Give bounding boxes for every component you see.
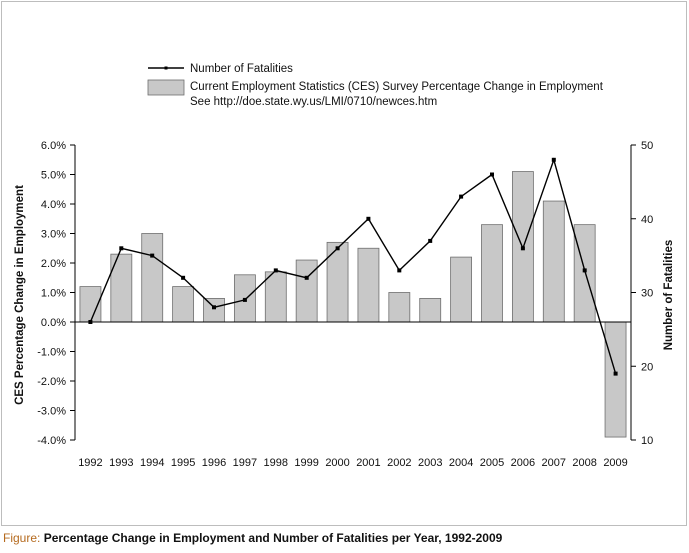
caption-text: Percentage Change in Employment and Numb… <box>43 531 503 545</box>
bar-1999 <box>295 259 318 323</box>
legend: Number of Fatalities Current Employment … <box>147 63 604 108</box>
bar-1994 <box>141 233 164 323</box>
bar-2001 <box>357 247 380 323</box>
y-tick-label: 5.0% <box>41 170 66 182</box>
y-tick-label: -4.0% <box>37 435 66 447</box>
y-tick-label: 3.0% <box>41 229 66 241</box>
x-tick-label: 2001 <box>356 457 380 469</box>
y-tick-label: -2.0% <box>37 376 66 388</box>
y-tick-label: -3.0% <box>37 406 66 418</box>
fatality-point-1997 <box>242 297 247 302</box>
bar-2003 <box>419 297 442 323</box>
bar-2005 <box>481 224 503 323</box>
fatality-point-1996 <box>212 305 216 310</box>
bar-1998 <box>264 271 287 323</box>
x-tick-label: 1993 <box>109 457 133 469</box>
x-tick-label: 1995 <box>171 457 195 469</box>
legend-label-fatalities: Number of Fatalities <box>190 63 293 75</box>
bar-2008 <box>573 224 596 323</box>
y-tick-label: 6.0% <box>41 140 66 152</box>
x-tick-label: 2009 <box>603 457 627 469</box>
fatality-point-1993 <box>119 246 124 251</box>
x-tick-label: 2004 <box>449 457 473 469</box>
bar-1995 <box>172 286 195 323</box>
x-tick-label: 1999 <box>294 457 318 469</box>
y2-tick-label: 10 <box>641 435 653 447</box>
fatality-point-2004 <box>459 194 464 199</box>
fatality-point-1994 <box>150 253 155 258</box>
chart: Number of Fatalities Current Employment … <box>14 63 675 469</box>
x-tick-label: 2003 <box>418 457 442 469</box>
bar-2009 <box>604 321 627 438</box>
fatality-point-1995 <box>181 275 186 280</box>
y2-tick-labels: 50 40 30 20 10 <box>641 140 653 447</box>
y-tick-labels: 6.0% 5.0% 4.0% 3.0% 2.0% 1.0% 0.0% -1.0% -2.0% -3… <box>37 140 66 447</box>
y-tick-label: 4.0% <box>41 199 66 211</box>
x-tick-label: 2008 <box>572 457 596 469</box>
fatality-point-2001 <box>366 216 371 221</box>
fatality-point-2007 <box>551 157 556 162</box>
bar-2002 <box>388 292 411 323</box>
fatality-point-1998 <box>273 268 278 273</box>
x-tick-label: 2000 <box>325 457 349 469</box>
y-tick-label: 2.0% <box>41 258 66 270</box>
chart-frame <box>1 1 687 526</box>
y-tick-label: 1.0% <box>41 288 66 300</box>
bar-2004 <box>450 256 473 323</box>
legend-note-ces: See http://doe.state.wy.us/LMI/0710/newc… <box>190 96 437 108</box>
fatality-line <box>89 157 617 374</box>
x-tick-label: 1997 <box>233 457 257 469</box>
bar-2007 <box>542 200 565 323</box>
y-tick-label: 0.0% <box>41 317 66 329</box>
fatality-point-2005 <box>490 172 494 177</box>
y-axis-label: CES Percentage Change in Employment <box>14 185 26 405</box>
bar-2000 <box>326 241 349 323</box>
x-tick-label: 2005 <box>480 457 504 469</box>
legend-label-ces: Current Employment Statistics (CES) Surv… <box>190 81 604 93</box>
y2-tick-label: 30 <box>641 288 653 300</box>
figure-caption: Figure: Percentage Change in Employment … <box>3 531 502 545</box>
fatality-point-2008 <box>582 268 587 273</box>
y2-axis-label: Number of Fatalities <box>663 240 675 351</box>
fatality-line-series <box>88 157 618 376</box>
x-tick-label: 2006 <box>511 457 535 469</box>
fatality-point-1999 <box>304 275 309 280</box>
x-tick-label: 1996 <box>202 457 226 469</box>
fatality-point-2002 <box>397 268 402 273</box>
y2-tick-label: 40 <box>641 214 653 226</box>
fatality-point-2000 <box>335 246 340 251</box>
caption-lead: Figure: <box>3 531 41 545</box>
legend-line-marker <box>164 66 168 70</box>
y-tick-label: -1.0% <box>37 347 66 359</box>
bar-1996 <box>203 297 225 323</box>
axes <box>70 144 636 441</box>
y2-tick-label: 50 <box>641 140 653 152</box>
x-tick-label: 1994 <box>140 457 164 469</box>
bar-series <box>79 171 627 438</box>
x-tick-label: 2007 <box>542 457 566 469</box>
fatality-point-2009 <box>613 371 618 376</box>
x-tick-label: 2002 <box>387 457 411 469</box>
x-tick-label: 1992 <box>78 457 102 469</box>
x-tick-label: 1998 <box>264 457 288 469</box>
y2-tick-label: 20 <box>641 361 653 373</box>
x-tick-labels: 1992 1993 1994 1995 1996 1997 1998 1999 2000 2001… <box>78 457 628 469</box>
fatality-point-2006 <box>520 246 525 251</box>
legend-bar-swatch <box>147 79 185 96</box>
fatality-point-2003 <box>428 238 433 243</box>
fatality-point-1992 <box>88 320 93 324</box>
